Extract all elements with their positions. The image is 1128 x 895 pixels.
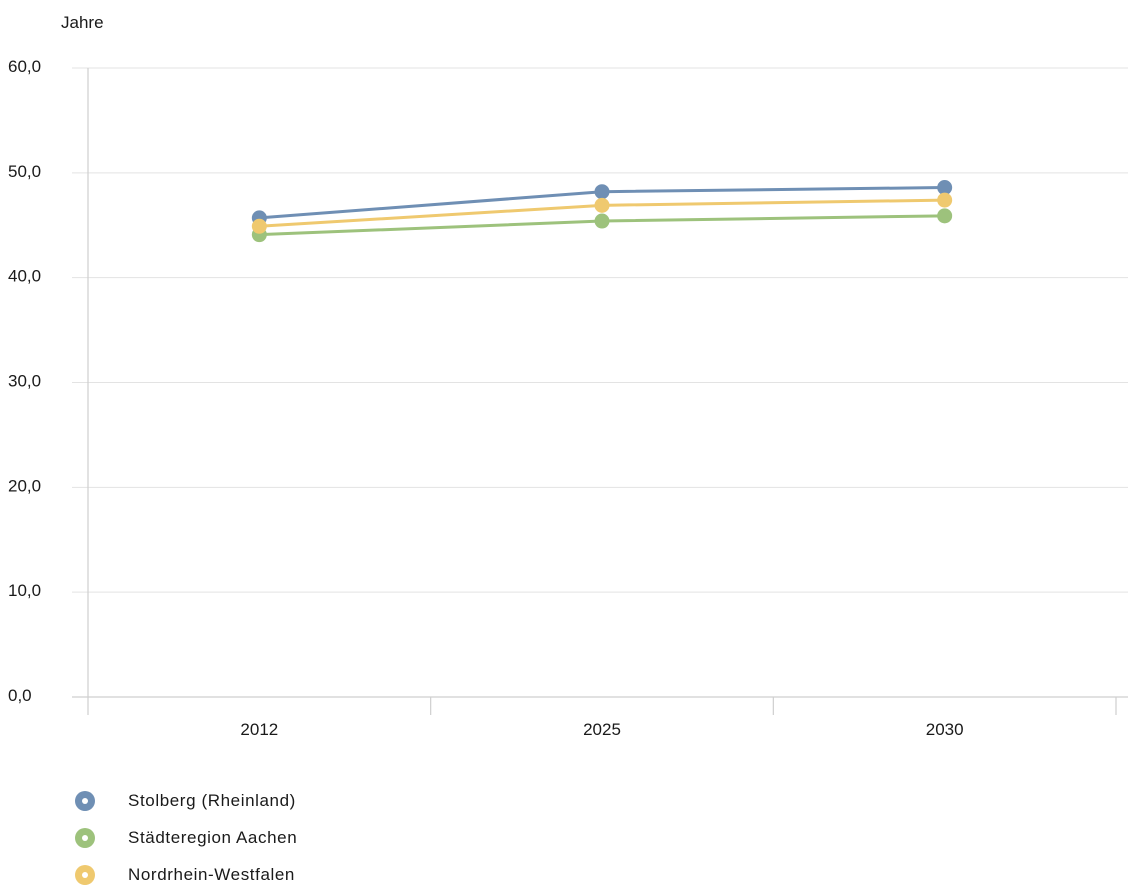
- data-point: [594, 213, 610, 229]
- y-tick-label: 60,0: [8, 57, 41, 76]
- legend-label: Städteregion Aachen: [128, 827, 298, 847]
- x-tick-label: 2025: [583, 720, 621, 739]
- line-chart: Jahre 0,010,020,030,040,050,060,0 2012 20…: [8, 13, 1128, 739]
- legend: Stolberg (Rheinland) Städteregion Aachen N…: [75, 782, 297, 893]
- legend-item[interactable]: Stolberg (Rheinland): [75, 782, 297, 819]
- y-tick-label: 40,0: [8, 267, 41, 286]
- gridlines: [72, 67, 1128, 593]
- y-tick-label: 50,0: [8, 162, 41, 181]
- y-tick-label: 30,0: [8, 372, 41, 391]
- legend-marker-icon: [75, 790, 95, 811]
- data-point: [594, 184, 610, 200]
- y-tick-label: 0,0: [8, 686, 32, 705]
- x-tick-label: 2012: [240, 720, 278, 739]
- data-point: [937, 192, 953, 208]
- data-point: [594, 197, 610, 213]
- y-tick-label: 20,0: [8, 476, 41, 495]
- legend-label: Stolberg (Rheinland): [128, 790, 296, 810]
- legend-label: Nordrhein-Westfalen: [128, 864, 295, 884]
- y-unit-label: Jahre: [61, 13, 104, 32]
- x-tick-labels: 2012 2025 2030: [240, 720, 963, 739]
- x-tick-label: 2030: [926, 720, 964, 739]
- legend-marker-icon: [75, 827, 95, 848]
- series-points: [251, 180, 953, 243]
- legend-item[interactable]: Nordrhein-Westfalen: [75, 856, 297, 893]
- data-point: [937, 208, 953, 224]
- y-tick-labels: 0,0 10,0 20,0 30,0 40,0 50,0 60,0: [8, 57, 41, 705]
- y-tick-label: 10,0: [8, 581, 41, 600]
- axes: [72, 68, 1128, 715]
- data-point: [251, 218, 267, 234]
- data-point: [937, 180, 953, 196]
- legend-item[interactable]: Städteregion Aachen: [75, 819, 297, 856]
- legend-marker-icon: [75, 864, 95, 885]
